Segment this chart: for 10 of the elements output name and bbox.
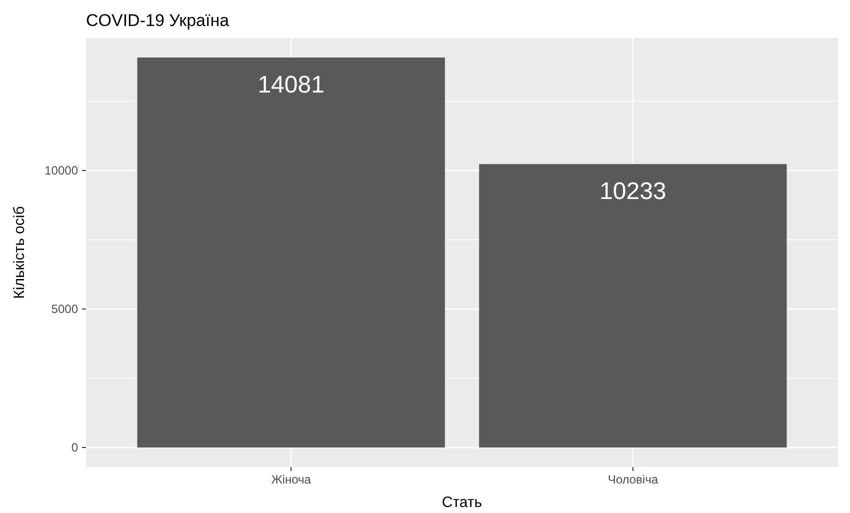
y-tick-label: 5000 xyxy=(51,302,78,316)
x-tick-label: Жіноча xyxy=(271,472,312,487)
chart-title: COVID-19 Україна xyxy=(86,11,230,30)
data-label: 14081 xyxy=(258,72,324,98)
y-tick-label: 10000 xyxy=(44,163,78,178)
data-label: 10233 xyxy=(600,178,666,206)
y-tick-label: 0 xyxy=(71,440,78,454)
x-tick-label: Чоловіча xyxy=(608,472,658,487)
y-axis-title: Кількість осіб xyxy=(11,206,28,299)
x-axis-title: Стать xyxy=(442,494,482,511)
